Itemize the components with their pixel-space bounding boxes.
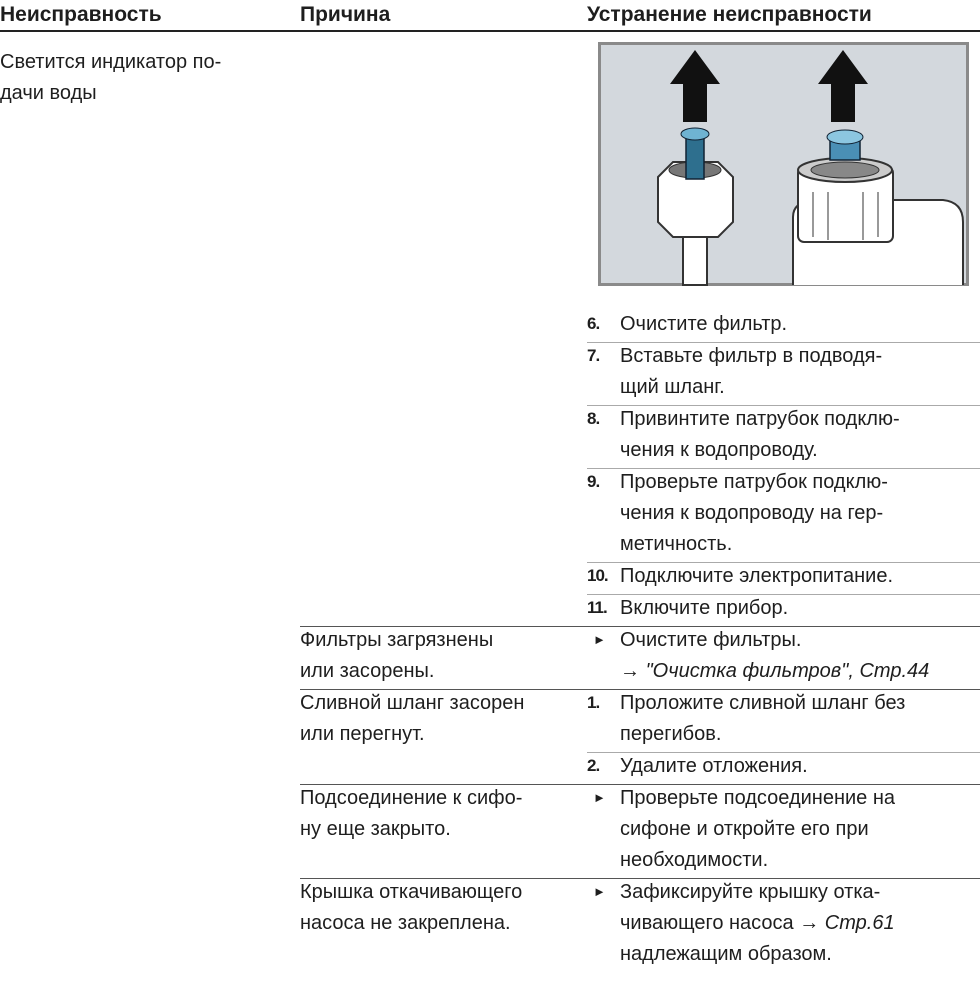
step-text: метичность.: [620, 533, 733, 555]
cause-text: Сливной шланг засорен: [300, 692, 525, 714]
step-text: щий шланг.: [620, 376, 725, 398]
step-text: необходимости.: [620, 849, 769, 871]
step-text: чения к водопроводу на гер-: [620, 502, 884, 524]
step-marker: ►: [593, 884, 606, 899]
step-marker: 11.: [587, 598, 608, 617]
step-text: перегибов.: [620, 723, 722, 745]
step-marker: 9.: [587, 472, 600, 491]
cause-text: Подсоединение к сифо-: [300, 787, 523, 809]
cause-text: или засорены.: [300, 660, 435, 682]
step-marker: 8.: [587, 409, 600, 428]
step-text: Очистите фильтры.: [620, 629, 802, 651]
step-rule: [587, 342, 980, 343]
step-rule: [587, 752, 980, 753]
cause-text: Фильтры загрязнены: [300, 629, 494, 651]
step-text: Очистите фильтр.: [620, 313, 788, 335]
cause-text: ну еще закрыто.: [300, 818, 451, 840]
step-text: Проверьте подсоединение на: [620, 787, 896, 809]
step-marker: 6.: [587, 314, 600, 333]
fault-text: дачи воды: [0, 82, 97, 104]
header-remedy: Устранение неисправности: [587, 3, 872, 26]
step-marker: 7.: [587, 346, 600, 365]
step-text: надлежащим образом.: [620, 943, 832, 965]
header-fault: Неисправность: [0, 3, 162, 26]
step-text: чивающего насоса → Стр.61: [620, 911, 895, 935]
step-text: Зафиксируйте крышку отка-: [620, 881, 881, 903]
step-marker: 10.: [587, 566, 609, 585]
text-segment: Стр.61: [824, 912, 895, 934]
step-marker: ►: [593, 632, 606, 647]
step-rule: [587, 594, 980, 595]
step-rule: [587, 468, 980, 469]
text-segment: →: [620, 660, 646, 682]
step-marker: 1.: [587, 693, 600, 712]
step-marker: 2.: [587, 756, 600, 775]
step-text: → "Очистка фильтров", Стр.44: [620, 659, 929, 683]
step-text: Подключите электропитание.: [620, 565, 894, 587]
step-text: сифоне и откройте его при: [620, 818, 869, 840]
text-segment: чивающего насоса →: [620, 912, 825, 934]
step-marker: ►: [593, 790, 606, 805]
row-rule: [300, 784, 980, 785]
step-text: Включите прибор.: [620, 597, 789, 619]
row-rule: [300, 626, 980, 627]
step-text: Удалите отложения.: [620, 755, 808, 777]
step-text: Привинтите патрубок подклю-: [620, 408, 900, 430]
step-rule: [587, 405, 980, 406]
row-rule: [300, 878, 980, 879]
cause-text: насоса не закреплена.: [300, 912, 511, 934]
step-text: Вставьте фильтр в подводя-: [620, 345, 883, 367]
row-rule: [300, 689, 980, 690]
step-rule: [587, 562, 980, 563]
step-text: Проложите сливной шланг без: [620, 692, 906, 714]
step-text: чения к водопроводу.: [620, 439, 818, 461]
header-cause: Причина: [300, 3, 391, 26]
text-segment: "Очистка фильтров", Стр.44: [645, 660, 930, 682]
cause-text: или перегнут.: [300, 723, 425, 745]
fault-text: Светится индикатор по-: [0, 51, 222, 73]
header-rule: [0, 30, 980, 32]
cause-text: Крышка откачивающего: [300, 881, 523, 903]
step-text: Проверьте патрубок подклю-: [620, 471, 888, 493]
illustration: [598, 42, 969, 286]
